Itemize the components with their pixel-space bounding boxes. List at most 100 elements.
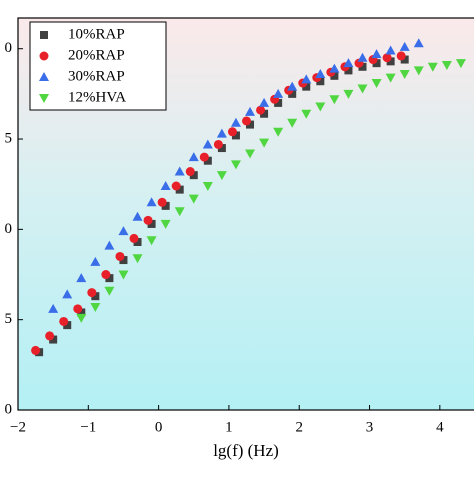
marker	[315, 102, 326, 112]
marker	[39, 72, 49, 81]
marker	[87, 288, 97, 298]
y-tick-label: 0	[5, 401, 13, 417]
marker	[386, 57, 395, 66]
marker	[77, 308, 86, 317]
marker	[315, 69, 326, 78]
marker	[175, 185, 184, 194]
marker	[343, 58, 354, 68]
marker	[147, 219, 156, 228]
marker	[245, 106, 256, 116]
legend-label: 12%HVA	[68, 89, 126, 105]
marker	[288, 89, 297, 98]
marker	[171, 181, 181, 191]
marker	[230, 117, 241, 127]
marker	[329, 95, 340, 105]
x-tick-label: 0	[155, 419, 163, 435]
marker	[399, 41, 410, 51]
marker	[133, 238, 142, 246]
marker	[216, 128, 227, 138]
marker	[301, 109, 312, 119]
marker	[455, 59, 466, 69]
marker	[118, 270, 129, 280]
marker	[174, 207, 185, 217]
marker	[160, 219, 171, 229]
x-tick-label: 3	[366, 419, 374, 435]
marker	[143, 215, 153, 225]
marker	[199, 152, 209, 162]
marker	[202, 182, 213, 191]
marker	[146, 197, 157, 207]
marker	[49, 335, 58, 344]
legend-label: 30%RAP	[68, 68, 125, 84]
marker	[273, 127, 284, 137]
marker	[174, 166, 185, 176]
marker	[399, 70, 410, 79]
marker	[260, 109, 269, 118]
marker	[203, 156, 212, 165]
marker	[273, 88, 284, 98]
marker	[132, 211, 143, 221]
marker	[90, 303, 101, 313]
marker	[39, 94, 49, 103]
marker	[245, 149, 256, 159]
x-tick-label: 4	[436, 419, 444, 435]
marker	[357, 84, 368, 94]
marker	[382, 53, 392, 63]
x-axis-label: lg(f) (Hz)	[213, 441, 279, 460]
marker	[188, 194, 199, 204]
legend-label: 20%RAP	[68, 47, 125, 63]
y-tick-label: 5	[5, 311, 13, 327]
marker	[118, 226, 129, 236]
marker	[316, 77, 325, 86]
marker	[161, 201, 170, 210]
marker	[105, 274, 114, 283]
marker	[344, 66, 353, 75]
marker	[385, 73, 396, 83]
marker	[231, 131, 240, 140]
marker	[63, 321, 72, 330]
marker	[413, 66, 424, 76]
marker	[129, 233, 139, 243]
marker	[357, 52, 368, 62]
marker	[48, 303, 59, 313]
marker	[90, 256, 101, 266]
y-tick-label: 0	[5, 221, 13, 237]
marker	[40, 31, 48, 39]
marker	[287, 118, 298, 128]
marker	[132, 254, 143, 264]
marker	[202, 139, 213, 149]
marker	[400, 55, 409, 64]
marker	[441, 60, 452, 70]
marker	[287, 81, 298, 91]
marker	[259, 97, 270, 107]
marker	[216, 171, 227, 181]
marker	[227, 127, 237, 137]
x-tick-label: 2	[295, 419, 303, 435]
marker	[59, 316, 69, 326]
marker	[242, 116, 251, 126]
marker	[104, 286, 115, 296]
marker	[73, 304, 83, 314]
marker	[39, 51, 49, 61]
marker	[157, 197, 167, 207]
marker	[115, 251, 125, 261]
marker	[396, 51, 406, 61]
marker	[185, 167, 195, 177]
marker	[343, 89, 354, 99]
marker	[372, 59, 381, 68]
marker	[146, 236, 157, 246]
x-tick-label: −2	[10, 419, 26, 435]
marker	[301, 74, 312, 84]
marker	[160, 181, 171, 190]
marker	[76, 313, 87, 323]
marker	[246, 120, 255, 129]
marker	[31, 345, 41, 355]
marker	[371, 79, 382, 89]
marker	[45, 331, 55, 341]
y-tick-label: 5	[5, 130, 13, 146]
marker	[413, 38, 424, 48]
marker	[101, 270, 111, 280]
marker	[213, 139, 223, 149]
y-tick-label: 0	[5, 40, 13, 56]
